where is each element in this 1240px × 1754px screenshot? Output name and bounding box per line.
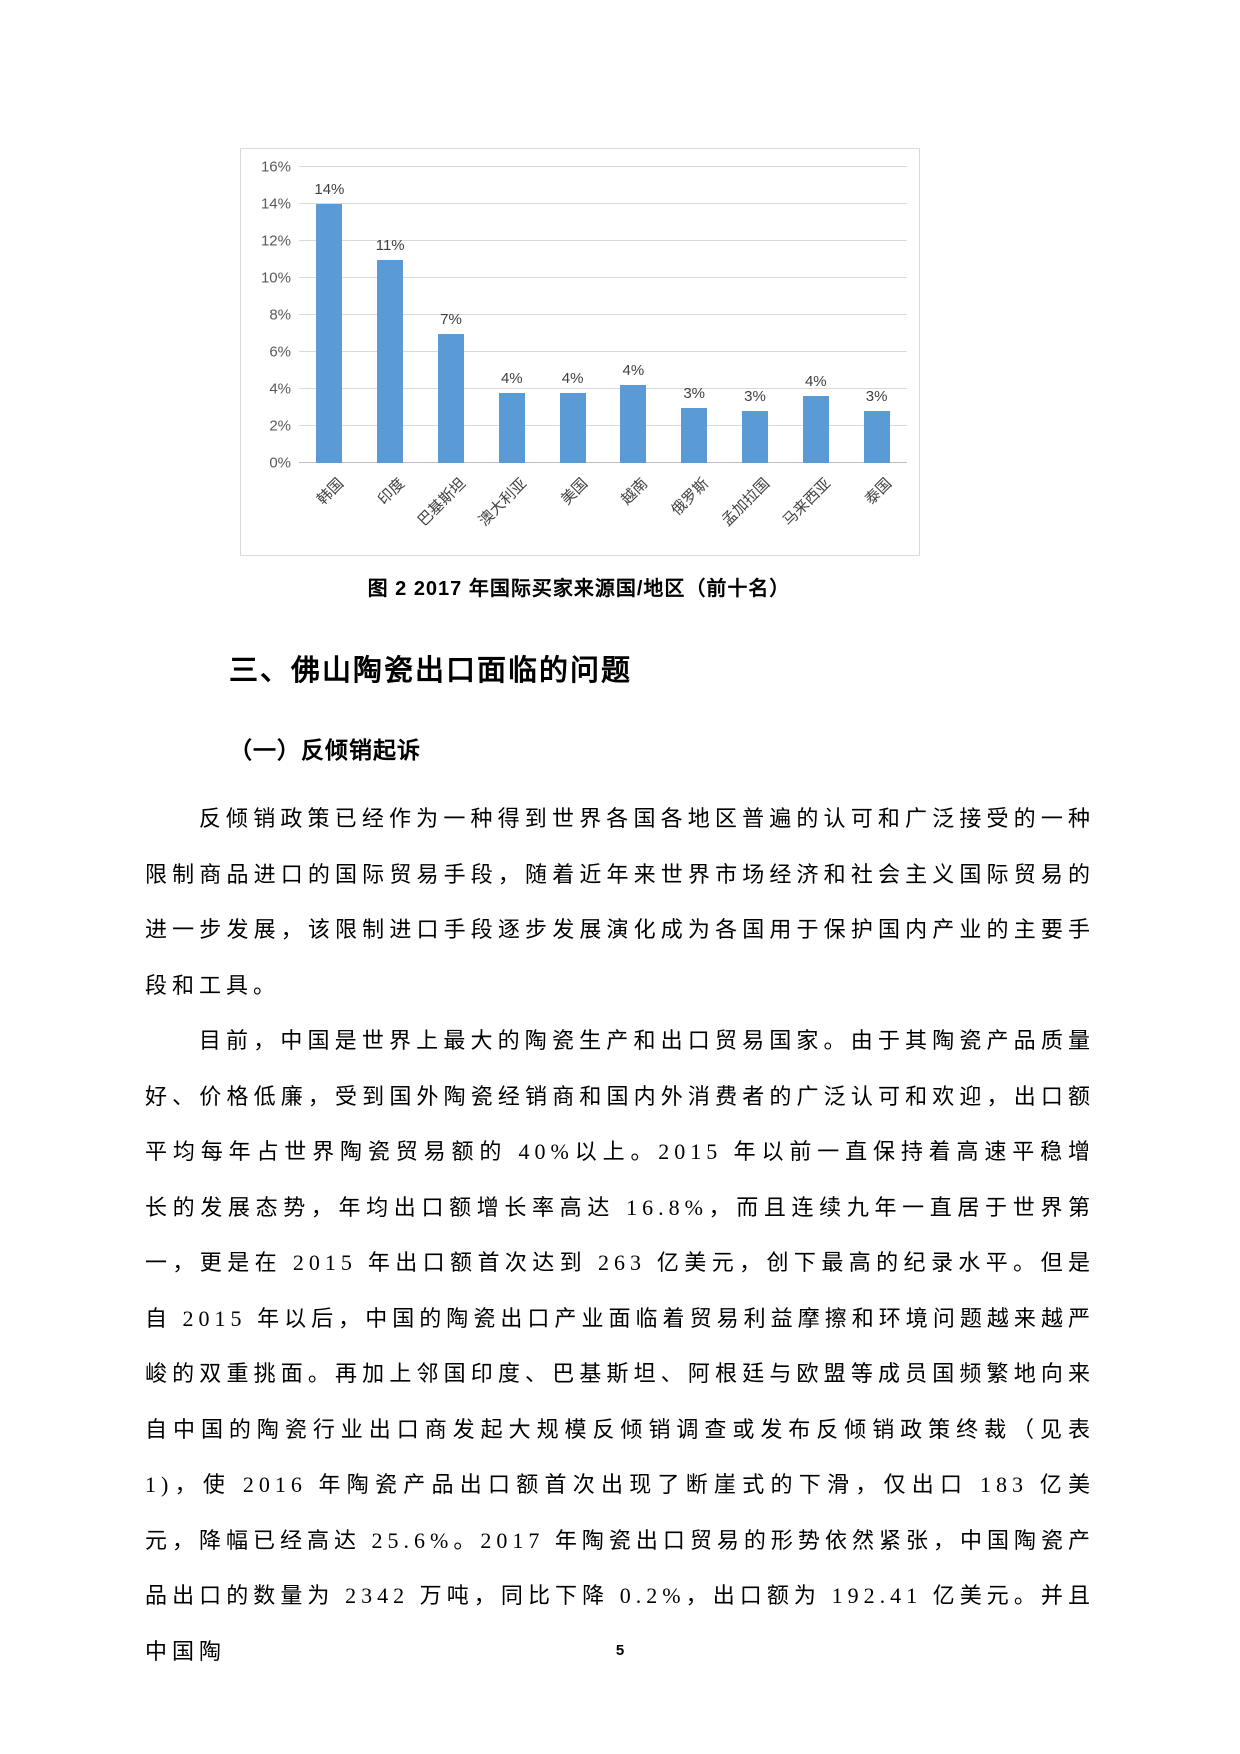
data-label: 3% [865, 388, 888, 406]
bar-美国 [559, 392, 586, 463]
bar-印度 [377, 259, 404, 463]
x-axis-category-text: 巴基斯坦 [414, 475, 470, 530]
bar-slot: 14% [299, 167, 360, 463]
gridline [299, 166, 907, 167]
data-label: 3% [744, 388, 766, 406]
y-axis-tick-label: 6% [269, 343, 291, 361]
bar-slot: 11% [360, 167, 421, 463]
y-axis-tick-label: 0% [269, 454, 291, 472]
bar-越南 [620, 385, 647, 463]
data-label: 7% [440, 310, 462, 328]
page-content: 0% 2% 4% 6% 8% 10% 12% 14% 16% 14% 韩国 11% 印度 7% 巴基斯坦 4%… [145, 148, 1095, 1679]
y-axis-tick-label: 4% [269, 380, 291, 398]
page-number: 5 [615, 1642, 625, 1659]
y-axis-tick-label: 12% [260, 232, 291, 250]
figure-caption: 图 2 2017 年国际买家来源国/地区（前十名） [367, 578, 791, 600]
x-axis-category-text: 澳大利亚 [475, 475, 530, 530]
data-label: 11% [375, 236, 405, 254]
body-text: 反倾销政策已经作为一种得到世界各国各地区普遍的认可和广泛接受的一种限制商品进口的… [145, 791, 1095, 1679]
gridline [299, 425, 907, 426]
bar-马来西亚 [802, 396, 829, 463]
x-axis-category-text: 泰国 [861, 475, 895, 509]
y-axis-tick-label: 14% [260, 195, 291, 213]
bar-slot: 7% [421, 167, 482, 463]
x-axis-category-text: 马来西亚 [779, 475, 834, 530]
paragraph: 反倾销政策已经作为一种得到世界各国各地区普遍的认可和广泛接受的一种限制商品进口的… [145, 806, 1095, 998]
gridline [299, 240, 907, 241]
data-label: 14% [314, 181, 345, 198]
y-axis-tick-label: 8% [269, 306, 291, 324]
bar-slot: 3% [846, 167, 907, 463]
data-label: 4% [500, 369, 523, 387]
bar-slot: 4% [481, 167, 542, 463]
gridline [299, 351, 907, 352]
gridline [299, 462, 907, 463]
bar-slot: 4% [785, 167, 846, 463]
gridline [299, 388, 907, 389]
bar-韩国 [316, 204, 343, 463]
gridline [299, 277, 907, 278]
gridline [299, 314, 907, 315]
gridline [299, 203, 907, 204]
bar-slot: 4% [542, 167, 603, 463]
chart-plot-area: 0% 2% 4% 6% 8% 10% 12% 14% 16% 14% 韩国 11% 印度 7% 巴基斯坦 4%… [261, 159, 907, 530]
x-axis-category-text: 越南 [618, 475, 652, 509]
x-axis-category-text: 印度 [375, 475, 409, 509]
subsection-heading: （一）反倾销起诉 [229, 737, 421, 763]
section-heading: 三、佛山陶瓷出口面临的问题 [229, 655, 633, 687]
bar-slot: 4% [603, 167, 664, 463]
bar-slot: 3% [725, 167, 786, 463]
x-axis-category-text: 孟加拉国 [718, 475, 774, 530]
y-axis-tick-label: 2% [269, 417, 291, 435]
x-axis-category-text: 俄罗斯 [668, 475, 713, 519]
data-label: 4% [804, 373, 827, 391]
data-label: 3% [683, 384, 706, 402]
bar-chart: 0% 2% 4% 6% 8% 10% 12% 14% 16% 14% 韩国 11% 印度 7% 巴基斯坦 4%… [240, 148, 920, 556]
bar-孟加拉国 [741, 411, 768, 463]
paragraph: 目前，中国是世界上最大的陶瓷生产和出口贸易国家。由于其陶瓷产品质量好、价格低廉，… [145, 1028, 1095, 1664]
data-label: 4% [622, 362, 645, 380]
bar-澳大利亚 [498, 392, 525, 463]
bar-巴基斯坦 [437, 333, 464, 463]
bar-slot: 3% [664, 167, 725, 463]
data-label: 4% [561, 369, 584, 387]
x-axis-category-text: 韩国 [314, 475, 348, 509]
x-axis-category-text: 美国 [557, 475, 591, 509]
bar-泰国 [863, 411, 890, 463]
y-axis-tick-label: 10% [260, 269, 291, 287]
y-axis-tick-label: 16% [260, 158, 291, 176]
bar-俄罗斯 [681, 407, 708, 463]
